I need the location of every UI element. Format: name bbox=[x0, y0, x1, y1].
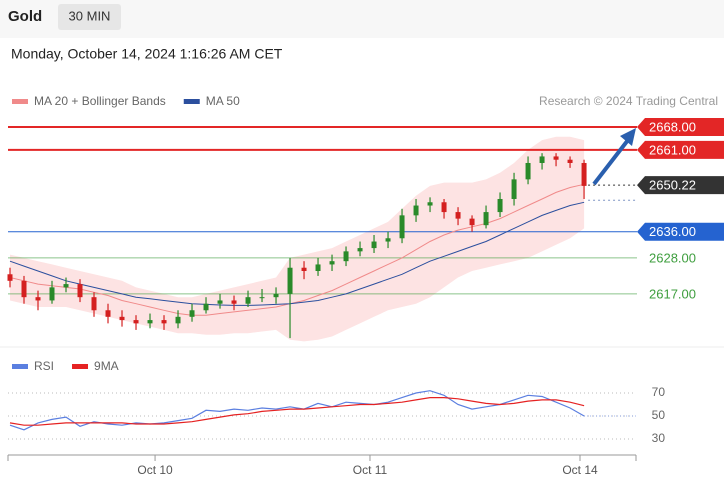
timestamp: Monday, October 14, 2024 1:16:26 AM CET bbox=[11, 46, 283, 62]
x-tick-label: Oct 11 bbox=[353, 463, 388, 477]
level-tag bbox=[637, 140, 724, 159]
candle-body bbox=[7, 274, 13, 281]
candle-body bbox=[581, 162, 587, 186]
candle-body bbox=[315, 264, 321, 271]
level-label: 2650.22 bbox=[649, 178, 696, 193]
y-tick-label: 70 bbox=[652, 385, 666, 399]
ma-line bbox=[9, 201, 585, 306]
candle-body bbox=[427, 202, 433, 206]
rsi-line bbox=[9, 397, 585, 426]
candle-body bbox=[175, 316, 181, 324]
legend-label: MA 20 + Bollinger Bands bbox=[34, 94, 166, 108]
candle-body bbox=[497, 198, 503, 213]
level-label: 2668.00 bbox=[649, 119, 696, 134]
x-tick-label: Oct 14 bbox=[562, 463, 598, 477]
candle-body bbox=[133, 320, 139, 324]
level-label: 2636.00 bbox=[649, 224, 696, 239]
candle-body bbox=[147, 320, 153, 324]
candle-body bbox=[441, 202, 447, 213]
candle-body bbox=[399, 215, 405, 239]
candle-body bbox=[203, 303, 209, 311]
candle-body bbox=[329, 261, 335, 265]
candle-body bbox=[49, 287, 55, 301]
candle-body bbox=[525, 162, 531, 180]
price-panel: MA 20 + Bollinger Bands MA 50 Research © 2… bbox=[7, 94, 724, 342]
candle-body bbox=[217, 300, 223, 304]
candle-body bbox=[511, 179, 517, 199]
legend-label: 9MA bbox=[94, 359, 119, 373]
interval[interactable]: 30 MIN bbox=[69, 8, 111, 23]
candle-body bbox=[553, 156, 559, 160]
candle-body bbox=[119, 316, 125, 321]
legend-swatch bbox=[72, 364, 89, 369]
candle-body bbox=[483, 212, 489, 226]
legend-label: MA 50 bbox=[206, 94, 240, 108]
candle-body bbox=[105, 310, 111, 317]
candle-body bbox=[357, 248, 363, 252]
level-label: 2617.00 bbox=[649, 286, 696, 301]
legend-swatch bbox=[12, 99, 28, 104]
interval-box[interactable] bbox=[58, 4, 121, 30]
candle-body bbox=[161, 320, 167, 324]
candle-body bbox=[413, 205, 419, 216]
y-tick-label: 50 bbox=[652, 408, 666, 422]
candle-body bbox=[371, 241, 377, 249]
candle-body bbox=[91, 297, 97, 311]
credit: Research © 2024 Trading Central bbox=[539, 94, 718, 108]
level-tag bbox=[637, 222, 724, 241]
legend-label: RSI bbox=[34, 359, 54, 373]
candle-body bbox=[35, 297, 41, 301]
arrow-head bbox=[620, 128, 636, 146]
candle-body bbox=[385, 238, 391, 242]
candle-body bbox=[301, 267, 307, 271]
bollinger-band bbox=[10, 136, 585, 342]
level-tag bbox=[637, 176, 724, 195]
symbol: Gold bbox=[8, 8, 42, 25]
candle-body bbox=[539, 156, 545, 163]
candle-body bbox=[455, 212, 461, 219]
candle-body bbox=[21, 280, 27, 298]
candle-body bbox=[567, 159, 573, 163]
candle-body bbox=[231, 300, 237, 304]
candle-body bbox=[469, 218, 475, 226]
candle-body bbox=[245, 297, 251, 304]
candle-body bbox=[287, 267, 293, 294]
y-tick-label: 30 bbox=[652, 431, 666, 445]
candle-body bbox=[259, 297, 265, 299]
legend-swatch bbox=[12, 364, 28, 369]
candle-body bbox=[273, 293, 279, 298]
level-label: 2661.00 bbox=[649, 142, 696, 157]
candle-body bbox=[189, 310, 195, 317]
forecast-arrow bbox=[592, 138, 630, 186]
legend-swatch bbox=[183, 99, 200, 104]
rsi-line bbox=[9, 390, 585, 431]
candle-body bbox=[77, 284, 83, 298]
x-tick-label: Oct 10 bbox=[137, 463, 173, 477]
level-label: 2628.00 bbox=[649, 250, 696, 265]
level-tag bbox=[637, 117, 724, 136]
candle-body bbox=[63, 284, 69, 288]
candle-body bbox=[343, 251, 349, 262]
rsi-panel: RSI 9MA 70 50 30 Oct 10 Oct 11 Oct 14 bbox=[7, 359, 666, 477]
